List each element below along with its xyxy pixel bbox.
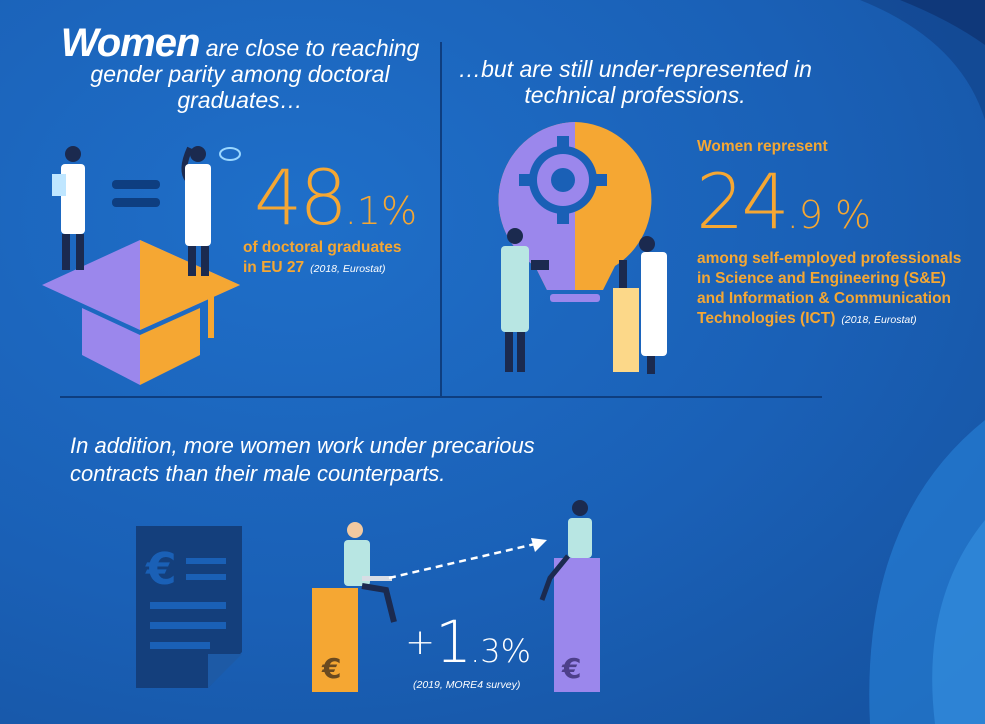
- section2-title: …but are still under-represented in tech…: [458, 56, 812, 108]
- section3-title: In addition, more women work under preca…: [70, 433, 535, 486]
- equals-icon: [112, 180, 160, 207]
- horizontal-divider: [60, 396, 822, 398]
- svg-text:€: €: [145, 544, 177, 595]
- self-employed-label: among self-employed professionals in Sci…: [697, 250, 962, 327]
- vertical-divider: [440, 42, 442, 397]
- title-rest: are close to reaching gender parity amon…: [90, 35, 420, 113]
- euro-document-icon: €: [136, 526, 242, 688]
- purple-block-woman: €: [539, 500, 600, 692]
- stat-doctoral-graduates: 48.1%: [254, 153, 418, 242]
- svg-text:€: €: [561, 652, 581, 685]
- title-women: Women: [60, 21, 201, 65]
- orange-block-man: €: [312, 522, 397, 692]
- lightbulb-gear-icon: [498, 122, 667, 374]
- stat-self-employed: 24.9 %: [696, 157, 872, 246]
- women-represent-label: Women represent: [697, 138, 828, 155]
- doctoral-label: of doctoral graduates in EU 27 (2018, Eur…: [243, 239, 402, 276]
- graduation-cap-icon: [42, 146, 241, 385]
- stat-precarious: +1.3%: [405, 608, 532, 676]
- precarious-source: (2019, MORE4 survey): [413, 679, 521, 691]
- euro-icon: €: [321, 652, 341, 685]
- dashed-arrow-icon: [388, 538, 547, 580]
- section1-title: Women are close to reaching gender parit…: [60, 23, 420, 113]
